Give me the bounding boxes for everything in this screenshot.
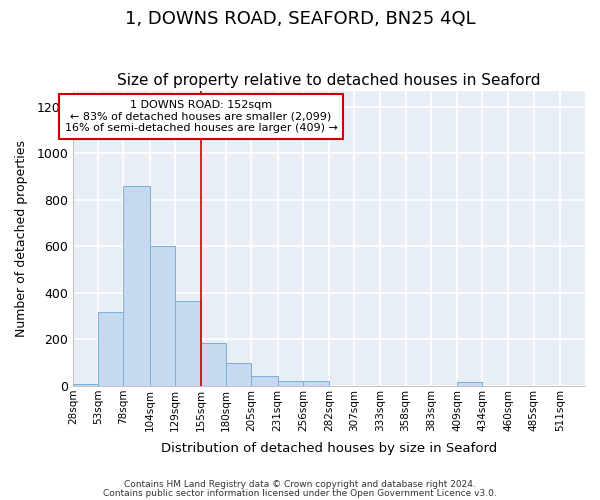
Bar — [226, 362, 251, 386]
Bar — [175, 301, 201, 386]
Text: Contains public sector information licensed under the Open Government Licence v3: Contains public sector information licen… — [103, 488, 497, 498]
Bar — [124, 186, 149, 386]
Bar — [73, 384, 98, 386]
X-axis label: Distribution of detached houses by size in Seaford: Distribution of detached houses by size … — [161, 442, 497, 455]
Bar — [201, 343, 226, 386]
Bar — [278, 382, 303, 386]
Bar — [251, 376, 278, 386]
Y-axis label: Number of detached properties: Number of detached properties — [15, 140, 28, 337]
Bar — [98, 312, 124, 386]
Bar — [457, 382, 482, 386]
Text: Contains HM Land Registry data © Crown copyright and database right 2024.: Contains HM Land Registry data © Crown c… — [124, 480, 476, 489]
Text: 1, DOWNS ROAD, SEAFORD, BN25 4QL: 1, DOWNS ROAD, SEAFORD, BN25 4QL — [125, 10, 475, 28]
Title: Size of property relative to detached houses in Seaford: Size of property relative to detached ho… — [117, 73, 541, 88]
Bar — [303, 382, 329, 386]
Bar — [149, 246, 175, 386]
Text: 1 DOWNS ROAD: 152sqm
← 83% of detached houses are smaller (2,099)
16% of semi-de: 1 DOWNS ROAD: 152sqm ← 83% of detached h… — [65, 100, 337, 133]
